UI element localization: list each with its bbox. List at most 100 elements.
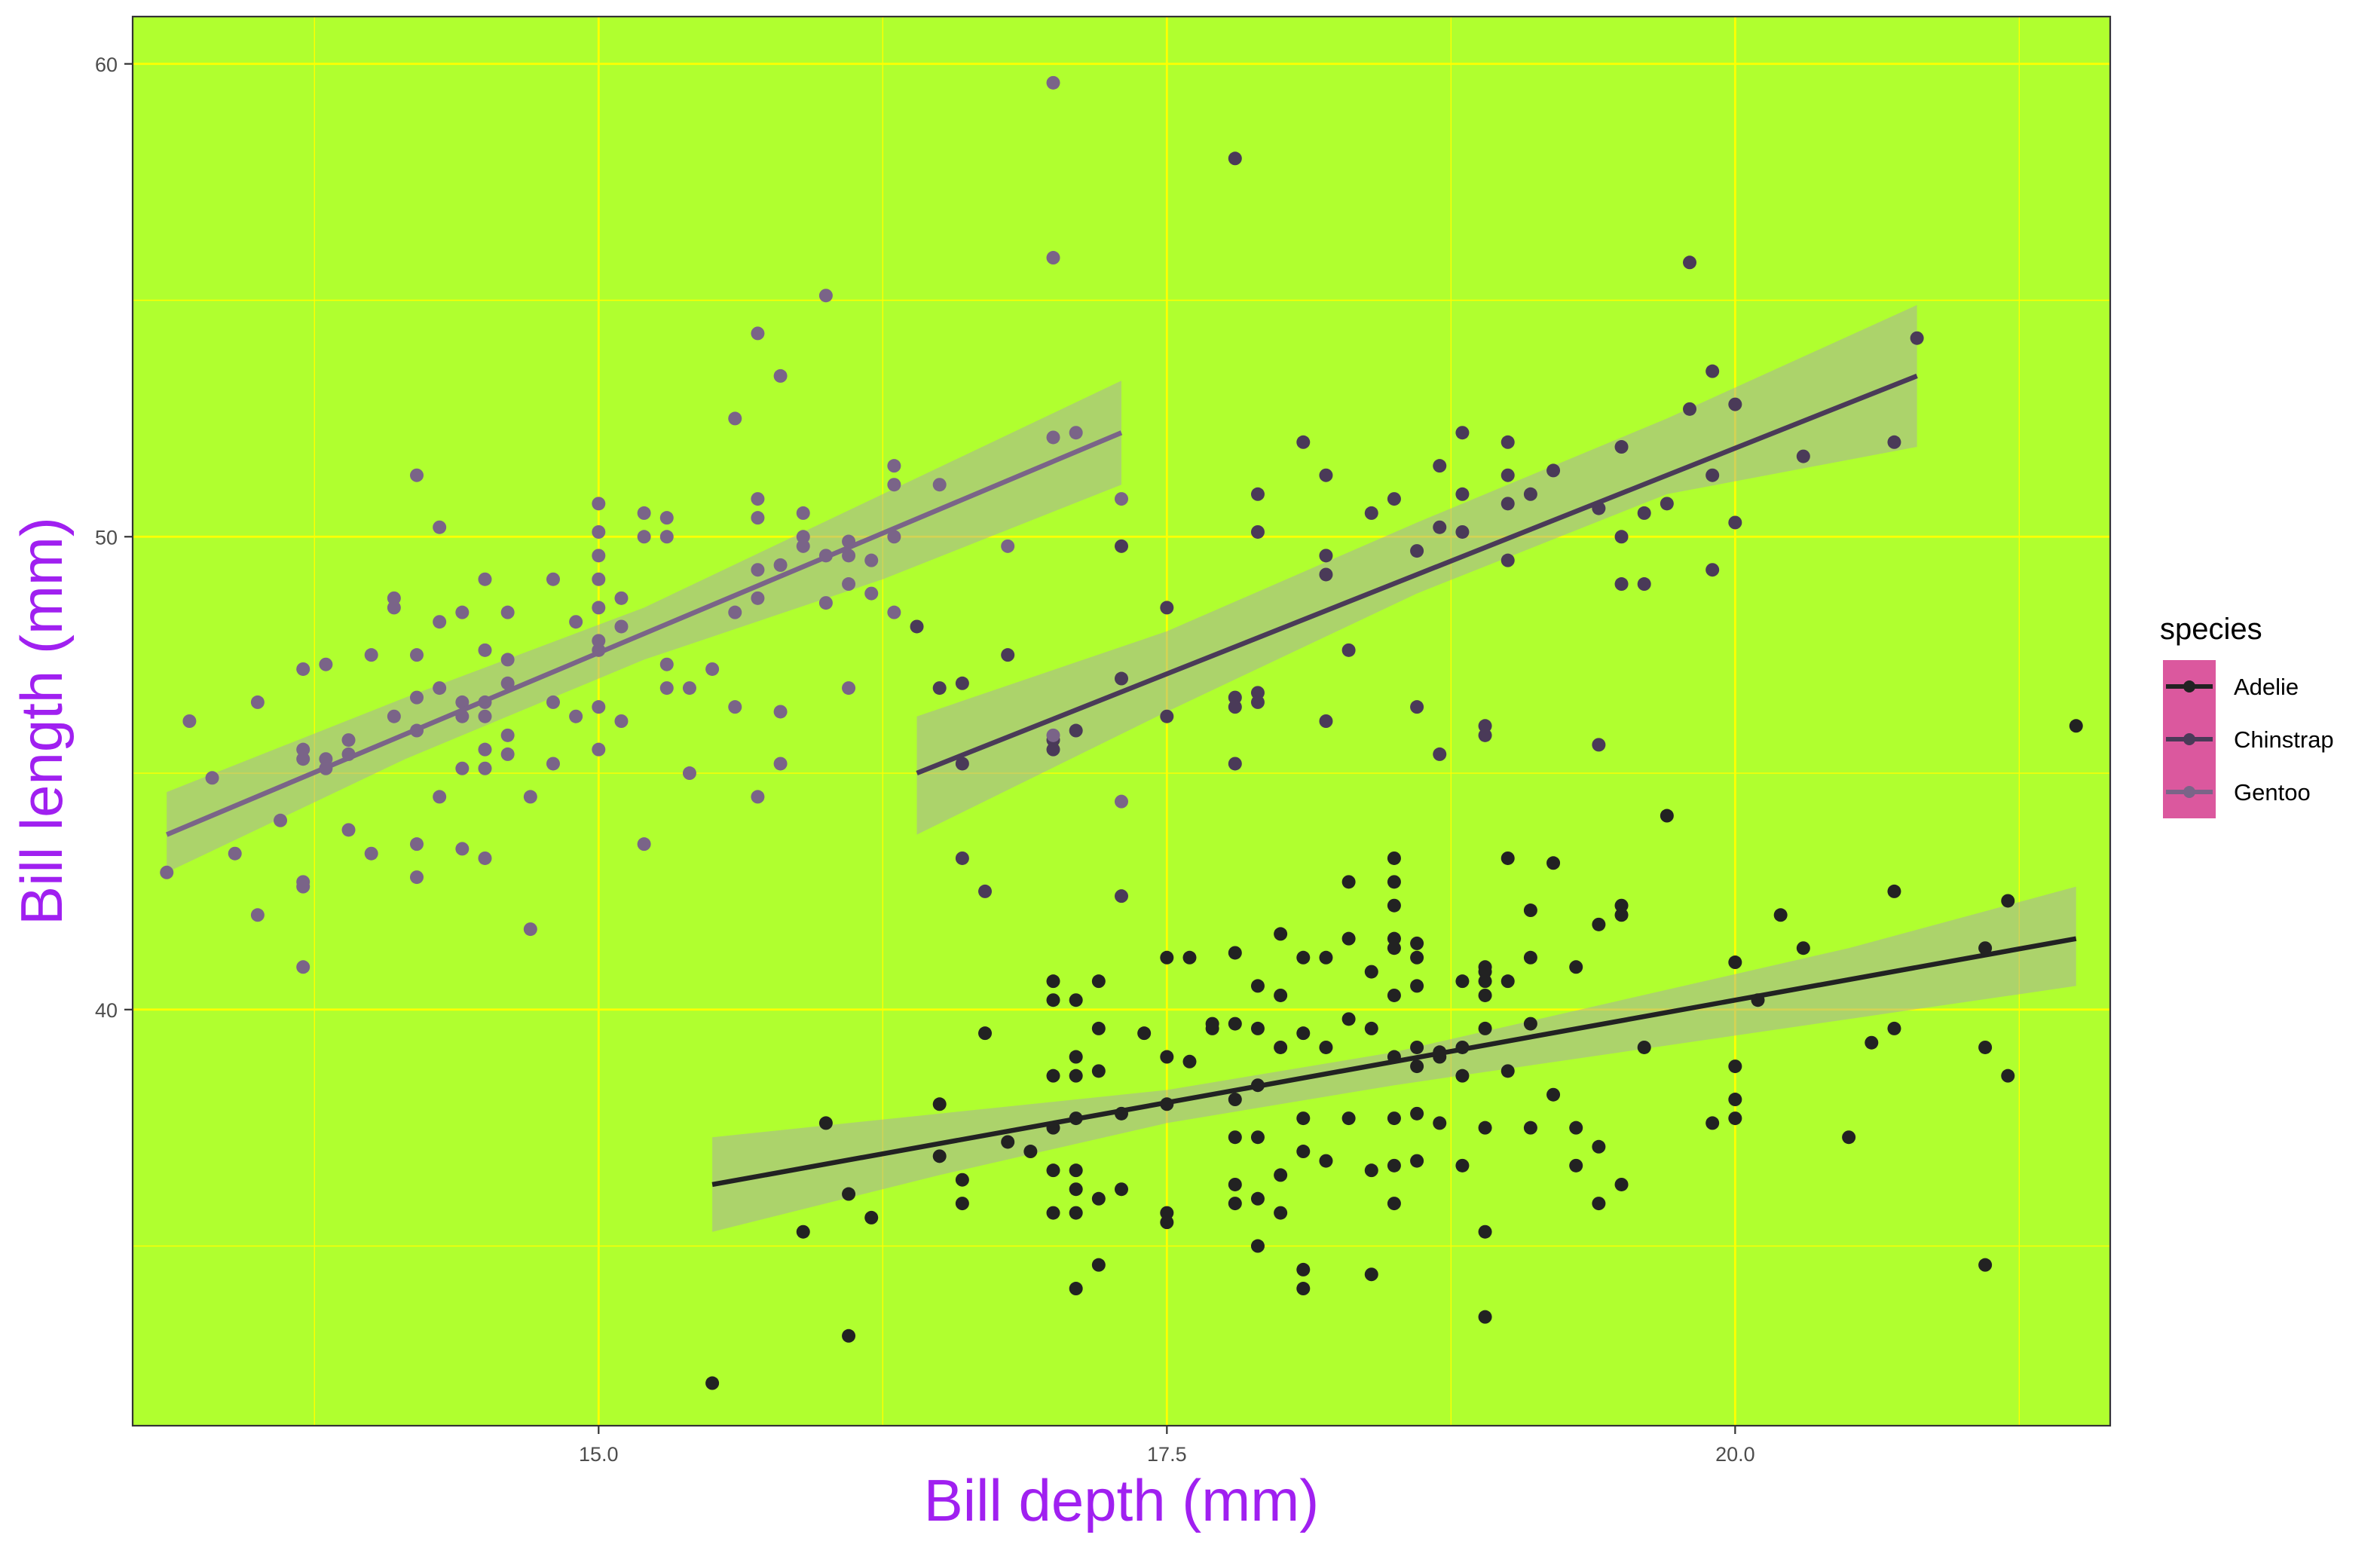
legend-point-chinstrap [2183, 733, 2195, 745]
data-point-chinstrap [1501, 497, 1515, 511]
data-point-chinstrap [955, 757, 969, 771]
data-point-adelie [1296, 1026, 1311, 1041]
data-point-adelie [1410, 1154, 1424, 1168]
data-point-adelie [1296, 1111, 1311, 1126]
data-point-adelie [1046, 993, 1060, 1007]
legend: species Adelie Chinstrap Gentoo [2160, 613, 2334, 818]
data-point-gentoo [160, 865, 174, 879]
data-point-gentoo [500, 728, 515, 742]
data-point-adelie [1796, 941, 1810, 955]
data-point-gentoo [250, 908, 265, 922]
data-point-adelie [1091, 1064, 1106, 1078]
data-point-chinstrap [1455, 426, 1470, 440]
data-point-adelie [1728, 1093, 1742, 1107]
data-point-adelie [1705, 1116, 1720, 1130]
data-point-chinstrap [1660, 497, 1674, 511]
data-point-gentoo [773, 558, 788, 572]
regression-lines [165, 373, 2077, 1188]
data-point-chinstrap [1341, 643, 1356, 657]
data-point-adelie [1387, 1197, 1401, 1211]
data-point-chinstrap [1683, 255, 1697, 270]
data-point-chinstrap [1296, 435, 1311, 449]
data-point-adelie [1728, 955, 1742, 970]
data-point-adelie [2001, 894, 2015, 908]
data-point-adelie [1478, 988, 1492, 1002]
data-point-adelie [955, 1173, 969, 1187]
data-point-gentoo [410, 870, 424, 885]
data-point-adelie [1978, 1258, 1993, 1272]
data-point-adelie [1069, 1182, 1083, 1197]
data-point-adelie [864, 1210, 879, 1224]
data-point-adelie [1728, 1111, 1742, 1126]
data-point-adelie [1387, 1158, 1401, 1173]
data-point-chinstrap [1228, 690, 1242, 705]
data-point-adelie [1296, 1262, 1311, 1276]
data-point-chinstrap [1319, 567, 1333, 582]
data-point-adelie [1296, 1145, 1311, 1159]
data-point-adelie [1023, 1145, 1038, 1159]
x-tick-label: 20.0 [1715, 1443, 1755, 1466]
data-point-chinstrap [1364, 506, 1378, 520]
data-point-gentoo [728, 605, 742, 619]
y-axis-title: Bill length (mm) [8, 517, 75, 925]
data-point-adelie [2069, 719, 2083, 733]
data-point-chinstrap [1478, 719, 1492, 733]
data-point-gentoo [500, 676, 515, 690]
data-point-gentoo [387, 709, 401, 723]
data-point-gentoo [864, 553, 879, 567]
data-point-chinstrap [1250, 686, 1265, 700]
data-point-adelie [1160, 1215, 1174, 1230]
data-point-chinstrap [1546, 463, 1561, 478]
data-point-gentoo [296, 960, 311, 974]
data-point-chinstrap [1228, 757, 1242, 771]
data-point-adelie [1228, 1177, 1242, 1191]
data-point-adelie [1387, 988, 1401, 1002]
data-point-gentoo [523, 790, 537, 804]
confidence-band-gentoo [167, 381, 1122, 873]
legend-point-gentoo [2183, 786, 2195, 798]
data-point-gentoo [728, 411, 742, 426]
data-point-gentoo [455, 761, 470, 775]
data-point-gentoo [319, 752, 333, 766]
data-point-adelie [1614, 1177, 1629, 1191]
data-point-adelie [1274, 927, 1288, 941]
data-point-gentoo [659, 657, 674, 671]
data-point-adelie [1091, 1258, 1106, 1272]
data-point-gentoo [751, 563, 765, 577]
data-point-gentoo [842, 549, 856, 563]
data-point-gentoo [751, 591, 765, 605]
data-point-gentoo [410, 468, 424, 482]
data-point-gentoo [569, 615, 583, 629]
data-point-gentoo [614, 591, 629, 605]
data-point-chinstrap [932, 681, 947, 696]
data-point-adelie [1842, 1130, 1856, 1145]
data-point-gentoo [592, 601, 606, 615]
data-point-chinstrap [978, 884, 993, 898]
data-point-gentoo [433, 790, 447, 804]
data-point-adelie [842, 1328, 856, 1343]
data-point-gentoo [751, 511, 765, 525]
data-point-gentoo [296, 662, 311, 676]
data-point-gentoo [887, 530, 901, 544]
legend-label-adelie: Adelie [2234, 674, 2299, 700]
data-point-chinstrap [1319, 714, 1333, 728]
data-point-adelie [1978, 941, 1993, 955]
data-point-gentoo [319, 657, 333, 671]
data-point-adelie [1728, 1059, 1742, 1074]
data-point-gentoo [796, 530, 810, 544]
data-point-gentoo [773, 757, 788, 771]
plot-border [131, 15, 2112, 1427]
data-point-adelie [1296, 950, 1311, 965]
data-point-adelie [1137, 1026, 1152, 1041]
data-point-gentoo [1046, 251, 1060, 265]
data-point-gentoo [433, 615, 447, 629]
data-point-gentoo [842, 681, 856, 696]
data-point-chinstrap [1250, 695, 1265, 709]
data-point-adelie [818, 1116, 833, 1130]
data-point-adelie [1592, 1139, 1606, 1154]
data-point-gentoo [546, 572, 560, 586]
data-point-adelie [1160, 1206, 1174, 1220]
data-point-adelie [1410, 1106, 1424, 1121]
data-point-adelie [1387, 1111, 1401, 1126]
